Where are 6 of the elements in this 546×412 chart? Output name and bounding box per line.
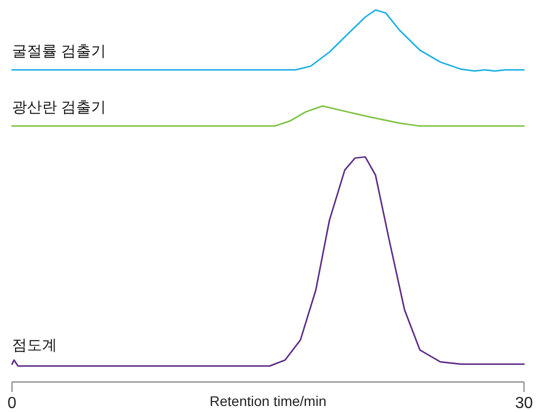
series-label: 광산란 검출기 bbox=[12, 99, 106, 116]
x-axis-title: Retention time/min bbox=[210, 393, 326, 409]
x-tick-label: 0 bbox=[8, 395, 17, 412]
series-label: 굴절률 검출기 bbox=[12, 42, 106, 60]
x-tick-label: 30 bbox=[515, 395, 533, 412]
series-label: 점도계 bbox=[12, 337, 57, 354]
